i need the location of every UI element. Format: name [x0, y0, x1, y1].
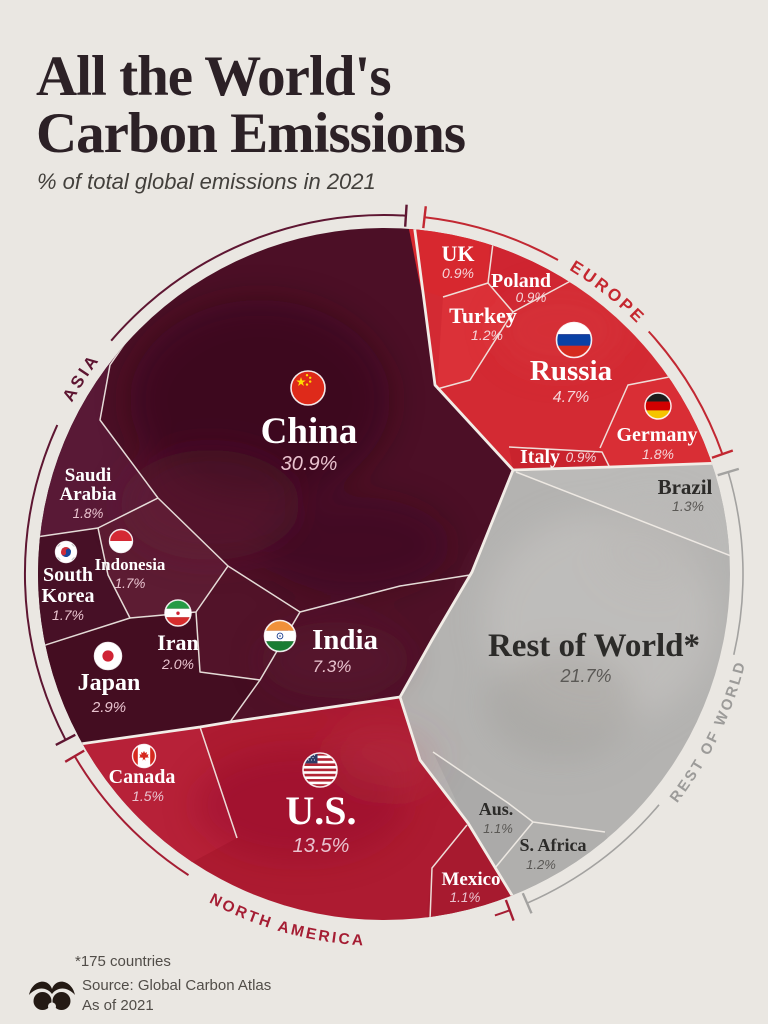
rest-of-world-arc	[526, 804, 660, 904]
russia-pct: 4.7%	[553, 389, 589, 406]
china-flag-icon	[290, 370, 326, 406]
south-africa-pct: 1.2%	[526, 857, 556, 872]
canada-pct: 1.5%	[132, 788, 164, 804]
page-subtitle: % of total global emissions in 2021	[37, 169, 376, 194]
saudi-arabia-label-line1: Saudi	[65, 465, 111, 486]
australia-pct: 1.1%	[483, 821, 513, 836]
europe-arc	[424, 216, 559, 261]
saudi-arabia-pct: 1.8%	[73, 506, 104, 521]
us-flag-icon	[302, 752, 338, 788]
south-korea-label-line2: Korea	[42, 585, 95, 607]
header: All the World's Carbon Emissions % of to…	[36, 45, 466, 194]
region-borders	[65, 228, 723, 898]
page-title-line1: All the World's	[36, 45, 391, 108]
south-korea-flag-icon	[54, 540, 78, 564]
source-text: Source: Global Carbon Atlas	[82, 977, 271, 994]
germany-flag-icon	[644, 392, 672, 420]
australia-label: Aus.	[479, 799, 514, 819]
indonesia-label: Indonesia	[95, 555, 166, 574]
japan-pct: 2.9%	[91, 699, 126, 716]
china-pct: 30.9%	[281, 453, 338, 475]
turkey-pct: 1.2%	[471, 327, 503, 343]
south-korea-pct: 1.7%	[52, 607, 84, 623]
us-pct: 13.5%	[293, 835, 350, 857]
flag-icons	[54, 321, 672, 788]
poland-label: Poland	[491, 270, 551, 292]
cell-italy	[509, 447, 610, 470]
voronoi-logo	[29, 981, 75, 1011]
south-africa-label: S. Africa	[520, 835, 587, 855]
region-arcs	[23, 204, 744, 922]
germany-label: Germany	[616, 424, 697, 446]
iran-flag-icon	[164, 599, 192, 627]
europe-arc	[647, 330, 724, 455]
brazil-pct: 1.3%	[672, 498, 704, 514]
footnote: *175 countries	[75, 953, 171, 970]
turkey-label: Turkey	[449, 303, 517, 328]
asia-arc	[110, 214, 406, 342]
china-label: China	[261, 411, 358, 452]
italy-label: Italy	[520, 446, 560, 468]
iran-label: Iran	[157, 630, 199, 655]
rest-of-world-pct: 21.7%	[559, 666, 611, 686]
italy-pct: 0.9%	[566, 450, 597, 465]
mexico-label: Mexico	[441, 869, 500, 890]
germany-pct: 1.8%	[642, 446, 674, 462]
russia-flag-icon	[555, 321, 593, 359]
page-title-line2: Carbon Emissions	[36, 102, 465, 165]
japan-label: Japan	[78, 670, 141, 696]
north-america-arc	[494, 909, 511, 917]
north-america-arc	[73, 755, 190, 876]
uk-pct: 0.9%	[442, 265, 474, 281]
us-label: U.S.	[285, 788, 356, 833]
as-of-text: As of 2021	[82, 997, 154, 1014]
iran-pct: 2.0%	[161, 656, 194, 672]
cell-borders	[38, 242, 730, 920]
cell-japan	[38, 612, 260, 746]
rest-of-world-arc	[727, 471, 744, 655]
cell-turkey	[437, 283, 513, 389]
canada-flag-icon	[131, 743, 157, 769]
rest-of-world-label: Rest of World*	[488, 628, 700, 664]
smoke-texture	[120, 288, 715, 860]
cell-south-africa	[495, 822, 625, 910]
cell-uk	[404, 228, 495, 297]
indonesia-flag-icon	[108, 528, 134, 554]
cell-labels: China 30.9% India 7.3% Iran 2.0% Japan 2…	[42, 241, 713, 905]
mexico-pct: 1.1%	[450, 890, 481, 905]
india-flag-icon	[263, 619, 297, 653]
arc-ticks	[55, 204, 740, 922]
brazil-label: Brazil	[658, 475, 713, 499]
russia-label: Russia	[530, 355, 613, 387]
poland-pct: 0.9%	[516, 290, 547, 305]
uk-label: UK	[442, 241, 475, 266]
india-label: India	[312, 624, 379, 656]
asia-arc	[23, 424, 67, 741]
saudi-arabia-label-line2: Arabia	[60, 484, 118, 505]
indonesia-pct: 1.7%	[115, 576, 146, 591]
cell-south-korea	[38, 528, 130, 648]
footer: *175 countries Source: Global Carbon Atl…	[29, 953, 271, 1014]
india-pct: 7.3%	[313, 657, 352, 676]
cell-australia	[433, 752, 533, 868]
canada-label: Canada	[109, 766, 176, 788]
south-korea-label-line1: South	[43, 564, 93, 586]
japan-flag-icon	[93, 641, 123, 671]
